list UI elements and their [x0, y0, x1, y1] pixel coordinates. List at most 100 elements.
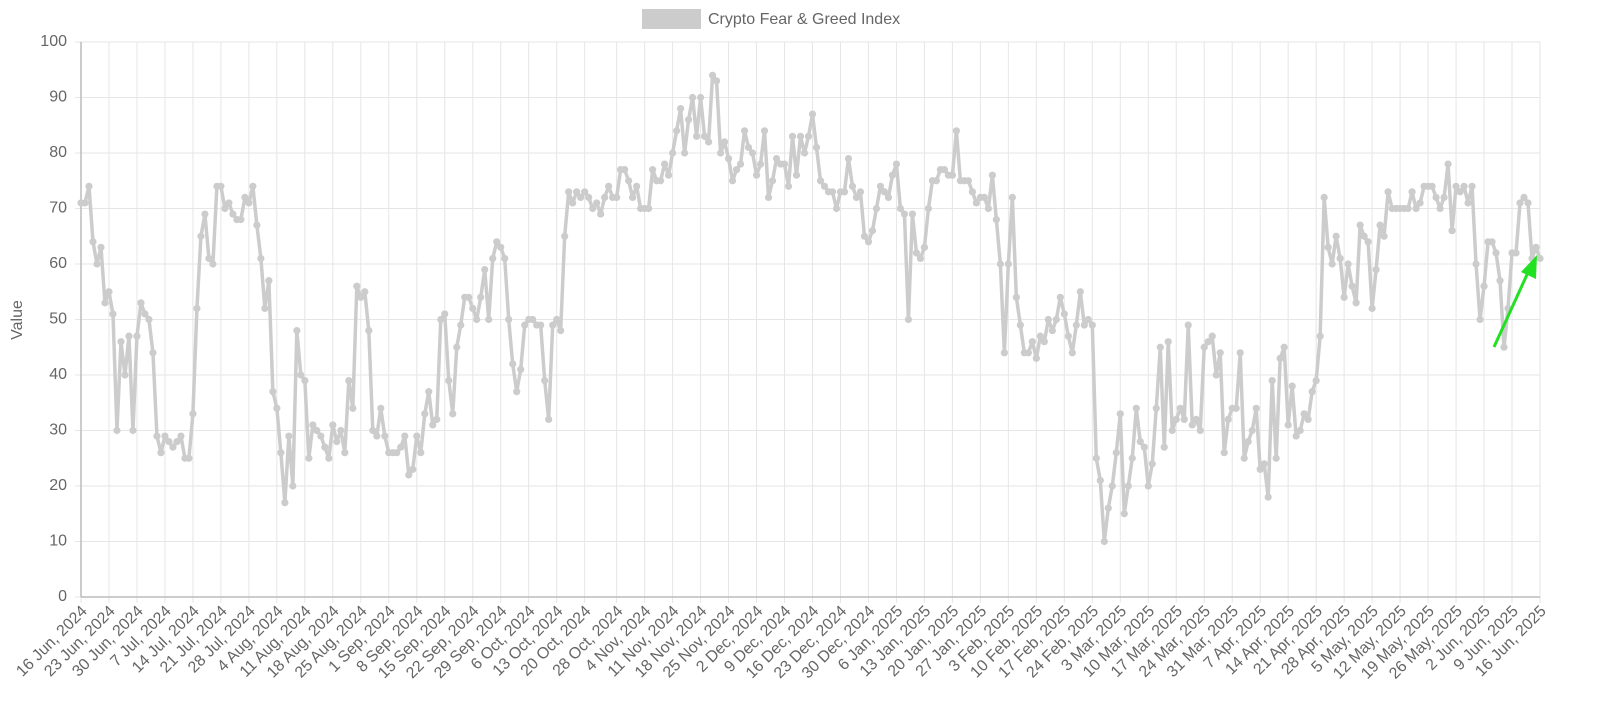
data-point: [89, 238, 97, 246]
data-point: [85, 182, 93, 190]
data-point: [964, 177, 972, 185]
data-point: [305, 454, 313, 462]
data-point: [1496, 277, 1504, 285]
data-point: [597, 210, 605, 218]
data-point: [724, 154, 733, 163]
data-point: [633, 182, 641, 190]
data-point: [197, 232, 205, 240]
data-point: [1104, 504, 1112, 512]
data-point: [133, 332, 141, 340]
data-point: [908, 210, 917, 218]
data-point: [1320, 193, 1328, 201]
data-point: [932, 177, 941, 185]
data-point: [916, 254, 925, 263]
data-point: [1240, 454, 1248, 462]
data-point: [1064, 332, 1072, 340]
data-point: [613, 193, 621, 201]
data-point: [417, 449, 425, 457]
data-point: [201, 210, 209, 218]
y-tick-label: 20: [49, 477, 67, 494]
data-point: [301, 376, 309, 385]
data-point: [696, 93, 705, 102]
data-point: [1360, 232, 1368, 240]
y-axis-title: Value: [9, 300, 26, 340]
data-point: [1464, 199, 1472, 207]
data-point: [129, 426, 137, 435]
data-point: [1296, 426, 1304, 435]
data-point: [1252, 404, 1260, 412]
data-point: [1256, 465, 1264, 473]
data-point: [1052, 315, 1060, 324]
data-point: [900, 210, 909, 218]
data-point: [1144, 482, 1152, 490]
data-point: [756, 160, 765, 168]
data-point: [868, 227, 877, 235]
data-point: [405, 471, 413, 479]
data-point: [645, 204, 653, 213]
data-point: [1384, 188, 1392, 196]
data-point: [1516, 199, 1524, 207]
data-point: [561, 232, 569, 240]
data-point: [1340, 293, 1348, 301]
data-point: [365, 327, 373, 335]
data-point: [557, 327, 565, 335]
data-point: [1084, 315, 1092, 324]
data-point: [313, 426, 321, 435]
data-point: [948, 171, 957, 179]
data-point: [381, 432, 389, 440]
data-point: [309, 421, 317, 429]
y-tick-label: 10: [49, 533, 67, 550]
data-point: [1036, 332, 1044, 340]
data-point: [121, 371, 129, 379]
data-point: [477, 293, 485, 301]
data-point: [1236, 349, 1244, 357]
data-point: [748, 149, 757, 157]
data-point: [373, 432, 381, 440]
data-point: [577, 193, 585, 201]
data-point: [1364, 238, 1372, 246]
data-point: [1184, 321, 1192, 329]
data-point: [680, 149, 689, 157]
data-point: [940, 166, 949, 174]
data-point: [1452, 182, 1460, 190]
data-point: [684, 116, 693, 124]
data-point: [796, 132, 805, 140]
data-point: [844, 154, 853, 163]
data-point: [828, 188, 837, 196]
legend-label: Crypto Fear & Greed Index: [708, 11, 900, 28]
data-point: [1060, 310, 1068, 318]
y-tick-label: 0: [58, 588, 67, 605]
data-point: [952, 127, 961, 135]
data-point: [537, 321, 545, 329]
data-point: [1068, 349, 1076, 357]
data-point: [297, 371, 305, 379]
data-point: [664, 171, 673, 179]
data-point: [1432, 193, 1440, 201]
data-point: [393, 449, 401, 457]
data-point: [1168, 426, 1176, 435]
data-point: [481, 265, 489, 274]
data-point: [1524, 199, 1532, 207]
data-point: [589, 204, 597, 213]
y-tick-label: 90: [49, 89, 67, 106]
y-tick-label: 40: [49, 366, 67, 383]
data-point: [1148, 460, 1156, 468]
data-point: [1196, 426, 1204, 435]
data-point: [720, 138, 729, 146]
data-point: [1224, 415, 1232, 423]
data-point: [1520, 193, 1528, 201]
data-point: [145, 315, 153, 324]
data-point: [1268, 376, 1276, 385]
data-point: [700, 132, 709, 140]
data-point: [1512, 249, 1520, 257]
data-point: [1324, 243, 1332, 251]
data-point: [1456, 188, 1464, 196]
data-point: [621, 166, 629, 174]
data-point: [261, 304, 269, 312]
data-point: [972, 199, 980, 207]
data-point: [1272, 454, 1280, 462]
data-point: [1120, 510, 1128, 518]
data-point: [1152, 404, 1160, 412]
data-point: [888, 171, 897, 179]
data-point: [1080, 321, 1088, 329]
